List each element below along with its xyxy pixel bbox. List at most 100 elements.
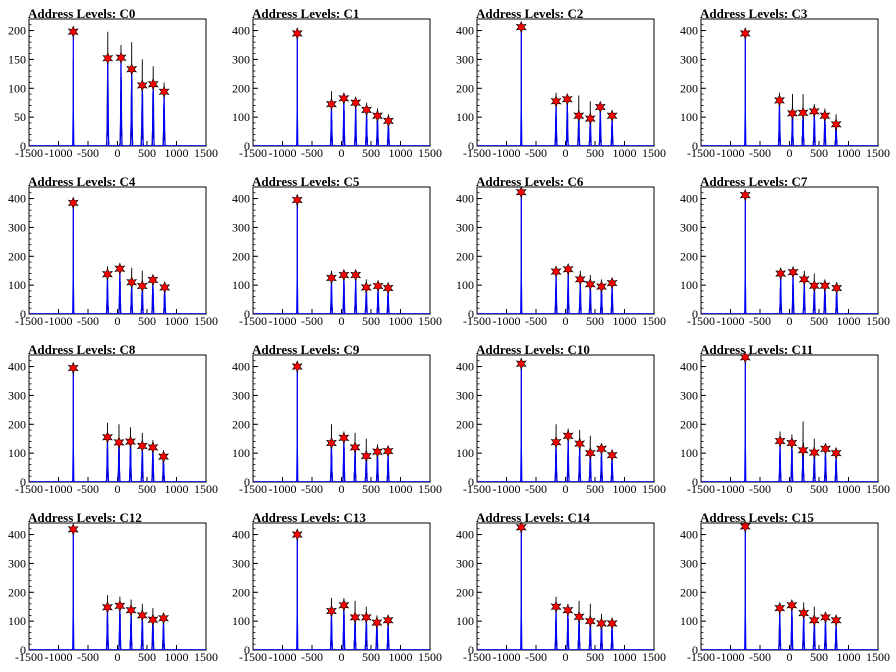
y-tick-label: 400	[8, 192, 26, 206]
x-tick-label: -1500	[239, 146, 267, 160]
x-tick-label: 1500	[418, 146, 442, 160]
peak-marker	[797, 106, 809, 120]
peak-marker	[136, 79, 148, 92]
peak-marker	[550, 435, 562, 449]
x-tick-label: 500	[138, 314, 156, 328]
peak-marker	[830, 613, 842, 627]
x-tick-label: -500	[77, 482, 99, 496]
histogram-panel: 0 100 200 300 400 -1500 -1000 -500 0 500 1000 1500 A…	[448, 504, 672, 672]
peak-marker	[574, 273, 586, 286]
x-tick-label: -1500	[687, 482, 715, 496]
fit-line	[72, 202, 75, 315]
x-tick-label: 0	[115, 146, 121, 160]
panel-title: Address Levels: C1	[252, 6, 360, 21]
x-tick-label: 0	[787, 650, 793, 664]
x-tick-label: 1500	[418, 650, 442, 664]
y-tick-label: 400	[680, 360, 698, 374]
x-tick-label: 0	[787, 482, 793, 496]
x-tick-label: -500	[77, 146, 99, 160]
peak-marker	[787, 265, 799, 279]
y-tick-label: 100	[8, 614, 26, 628]
x-tick-label: -1000	[45, 482, 73, 496]
x-tick-label: -1000	[269, 650, 297, 664]
y-tick-label: 200	[456, 585, 474, 599]
y-tick-label: 100	[456, 278, 474, 292]
peak-marker	[147, 613, 159, 626]
y-tick-label: 400	[8, 360, 26, 374]
histogram-plot: 0 100 200 300 400 -1500 -1000 -500 0 500 1000 1500	[232, 18, 442, 160]
peak-marker	[515, 185, 527, 199]
plot-frame	[28, 522, 207, 651]
histogram-plot: 0 100 200 300 400 -1500 -1000 -500 0 500 1000 1500	[456, 354, 666, 496]
x-tick-label: -1000	[493, 146, 521, 160]
peak-marker	[382, 613, 394, 627]
peak-marker	[739, 520, 751, 533]
peak-marker	[584, 112, 596, 125]
y-tick-label: 200	[680, 81, 698, 95]
y-tick-label: 150	[8, 52, 26, 66]
plot-frame	[476, 354, 655, 483]
peak-marker	[561, 92, 573, 106]
y-tick-label: 400	[232, 192, 250, 206]
x-tick-label: 1500	[866, 650, 890, 664]
x-tick-label: 1000	[613, 482, 637, 496]
y-tick-label: 300	[680, 556, 698, 570]
x-tick-label: 500	[362, 650, 380, 664]
y-tick-label: 100	[232, 110, 250, 124]
peak-marker	[360, 449, 372, 463]
peak-marker	[786, 436, 798, 450]
y-tick-label: 0	[20, 643, 26, 657]
plot-frame	[700, 522, 879, 651]
y-tick-label: 300	[680, 52, 698, 66]
x-tick-label: -1000	[493, 314, 521, 328]
x-tick-label: 1500	[194, 146, 218, 160]
plot-frame	[28, 18, 207, 147]
fit-line	[744, 195, 747, 315]
panel-title: Address Levels: C4	[28, 174, 136, 189]
y-tick-label: 300	[232, 52, 250, 66]
fit-line	[296, 33, 299, 147]
peak-marker	[372, 109, 383, 122]
fit-line	[520, 27, 523, 147]
peak-marker	[159, 281, 171, 294]
y-tick-label: 100	[232, 278, 250, 292]
histogram-plot: 0 100 200 300 400 -1500 -1000 -500 0 500 1000 1500	[680, 520, 890, 664]
x-tick-label: 0	[787, 314, 793, 328]
peak-marker	[596, 617, 607, 630]
y-tick-label: 100	[456, 110, 474, 124]
peak-marker	[350, 96, 362, 110]
y-tick-label: 300	[232, 388, 250, 402]
peak-marker	[147, 77, 159, 91]
plot-frame	[476, 186, 655, 315]
peak-marker	[774, 434, 786, 448]
fit-line	[520, 527, 523, 651]
x-tick-label: 0	[339, 482, 345, 496]
histogram-plot: 0 100 200 300 400 -1500 -1000 -500 0 500 1000 1500	[680, 186, 890, 328]
peak-marker	[67, 523, 79, 536]
y-tick-label: 50	[14, 110, 26, 124]
plot-frame	[476, 522, 655, 651]
panel-title: Address Levels: C12	[28, 510, 142, 525]
x-tick-label: -500	[301, 314, 323, 328]
y-tick-label: 100	[680, 110, 698, 124]
peak-marker	[562, 429, 574, 443]
histogram-panel: 0 100 200 300 400 -1500 -1000 -500 0 500 1000 1500 A…	[448, 168, 672, 336]
x-tick-label: -1500	[15, 146, 43, 160]
plot-frame	[252, 522, 431, 651]
y-tick-label: 300	[232, 556, 250, 570]
peak-marker	[739, 351, 751, 364]
peak-marker	[831, 281, 843, 295]
x-tick-label: -1000	[717, 482, 745, 496]
x-tick-label: 1500	[642, 146, 666, 160]
y-tick-label: 400	[232, 528, 250, 542]
x-tick-label: -1500	[687, 650, 715, 664]
peak-marker	[371, 616, 383, 629]
y-tick-label: 200	[8, 24, 26, 38]
y-tick-label: 100	[8, 81, 26, 95]
x-tick-label: 1000	[165, 314, 189, 328]
peak-marker	[774, 601, 786, 615]
y-tick-label: 100	[456, 614, 474, 628]
peak-marker	[830, 118, 842, 131]
x-tick-label: 500	[586, 146, 604, 160]
y-tick-label: 400	[680, 24, 698, 38]
